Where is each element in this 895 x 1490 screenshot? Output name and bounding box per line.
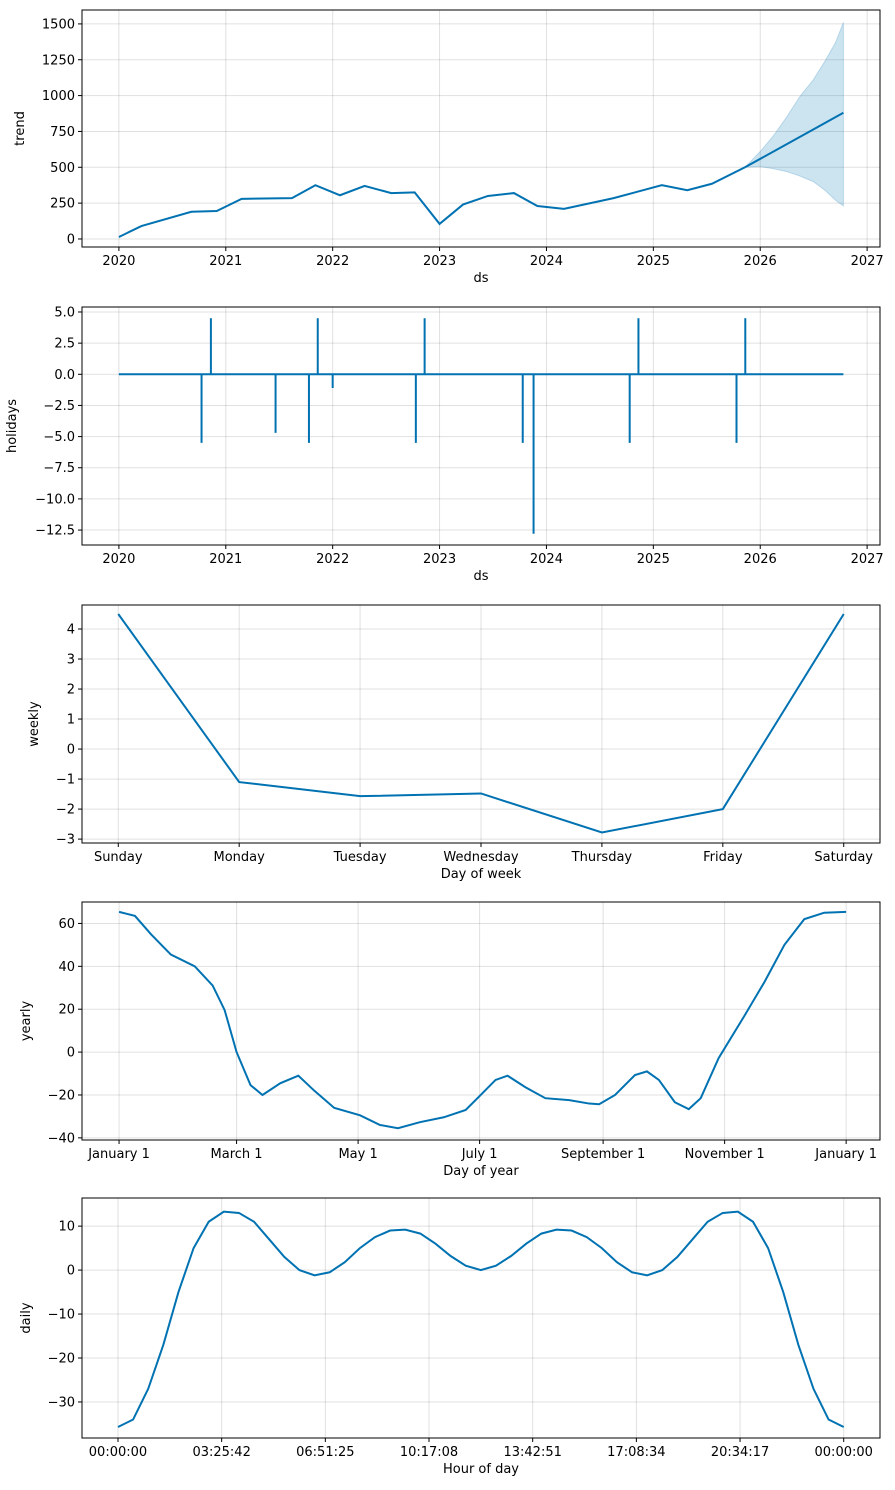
y-axis-label: holidays — [5, 399, 20, 453]
x-tick-label: 2022 — [316, 552, 349, 567]
x-tick-label: Thursday — [571, 850, 633, 865]
y-tick-label: 2.5 — [54, 337, 75, 352]
y-tick-label: −12.5 — [35, 524, 75, 539]
x-tick-label: 03:25:42 — [192, 1445, 250, 1460]
x-tick-label: 2024 — [530, 552, 563, 567]
x-tick-label: 13:42:51 — [503, 1445, 561, 1460]
x-tick-label: September 1 — [561, 1147, 645, 1162]
y-tick-label: 0.0 — [54, 368, 75, 383]
x-tick-label: Monday — [214, 850, 266, 865]
y-tick-label: 60 — [58, 917, 75, 932]
axes-frame — [81, 9, 881, 248]
x-tick-label: May 1 — [338, 1147, 377, 1162]
x-tick-label: 00:00:00 — [815, 1445, 873, 1460]
y-axis-label: trend — [13, 111, 28, 146]
y-tick-label: −2.5 — [43, 399, 75, 414]
axes-frame — [81, 306, 881, 546]
y-tick-label: −40 — [48, 1131, 75, 1146]
y-tick-label: −7.5 — [43, 461, 75, 476]
x-tick-label: 2020 — [102, 254, 135, 269]
x-tick-label: 2021 — [209, 254, 242, 269]
y-tick-label: 750 — [50, 125, 75, 140]
x-tick-label: 2026 — [744, 254, 777, 269]
series-line-weekly — [117, 613, 845, 834]
y-tick-label: 0 — [67, 1046, 75, 1061]
x-axis-label: ds — [473, 569, 488, 584]
x-tick-label: March 1 — [211, 1147, 263, 1162]
y-tick-label: 1000 — [42, 89, 75, 104]
y-tick-label: 1500 — [42, 17, 75, 32]
y-tick-label: 0 — [67, 232, 75, 247]
y-tick-label: −2 — [56, 803, 75, 818]
y-tick-label: 0 — [67, 1264, 75, 1279]
x-tick-label: Sunday — [94, 850, 143, 865]
y-tick-label: 1 — [67, 713, 75, 728]
axes-frame — [81, 1197, 881, 1439]
y-tick-label: −30 — [48, 1395, 75, 1410]
x-tick-label: 2025 — [637, 254, 670, 269]
x-axis-label: Day of year — [443, 1164, 519, 1179]
y-axis-label: daily — [19, 1302, 34, 1333]
y-tick-label: −20 — [48, 1088, 75, 1103]
x-axis-label: Hour of day — [443, 1462, 519, 1477]
y-axis-label: yearly — [19, 1001, 34, 1042]
x-tick-label: 2022 — [316, 254, 349, 269]
y-tick-label: 20 — [58, 1003, 75, 1018]
y-tick-label: 500 — [50, 161, 75, 176]
series-line-trend — [118, 111, 844, 238]
y-tick-label: −5.0 — [43, 430, 75, 445]
chart-panel-daily: 00:00:00 03:25:42 06:51:25 10:17:08 13:42:51… — [19, 1197, 881, 1477]
axes-frame — [81, 901, 881, 1141]
y-tick-label: −10.0 — [35, 492, 75, 507]
series-line-daily — [117, 1210, 845, 1428]
y-tick-label: 10 — [58, 1220, 75, 1235]
x-tick-label: 00:00:00 — [89, 1445, 147, 1460]
chart-panel-holidays: 2020 2021 2022 2023 2024 2025 2026 2027 5.0 2.5 0.… — [5, 305, 884, 584]
y-tick-label: 1250 — [42, 53, 75, 68]
x-tick-label: Tuesday — [333, 850, 387, 865]
y-tick-label: −3 — [56, 833, 75, 848]
x-tick-label: 2024 — [530, 254, 563, 269]
x-tick-label: July 1 — [461, 1147, 498, 1162]
x-axis-label: Day of week — [441, 867, 522, 882]
x-tick-label: 2026 — [744, 552, 777, 567]
y-tick-label: −10 — [48, 1308, 75, 1323]
chart-panel-weekly: Sunday Monday Tuesday Wednesday Thursday Frid… — [27, 604, 881, 882]
y-axis-label: weekly — [27, 701, 42, 747]
y-tick-label: 4 — [67, 623, 75, 638]
x-tick-label: Saturday — [814, 850, 873, 865]
x-tick-label: Wednesday — [443, 850, 519, 865]
x-tick-label: 2020 — [102, 552, 135, 567]
chart-panel-trend: 2020 2021 2022 2023 2024 2025 2026 2027 0 250 500 7… — [13, 9, 884, 286]
x-axis-label: ds — [473, 271, 488, 286]
uncertainty-band — [743, 22, 844, 207]
x-tick-label: Friday — [703, 850, 743, 865]
y-tick-label: 2 — [67, 683, 75, 698]
chart-panel-yearly: January 1 March 1 May 1 July 1 September 1 No… — [19, 901, 881, 1179]
x-tick-label: 10:17:08 — [400, 1445, 458, 1460]
y-tick-label: −20 — [48, 1352, 75, 1367]
x-tick-label: 20:34:17 — [711, 1445, 769, 1460]
y-tick-label: 40 — [58, 960, 75, 975]
x-tick-label: 17:08:34 — [607, 1445, 665, 1460]
x-tick-label: 2021 — [209, 552, 242, 567]
y-tick-label: −1 — [56, 773, 75, 788]
x-tick-label: 2023 — [423, 552, 456, 567]
x-tick-label: 2027 — [851, 254, 884, 269]
x-tick-label: 2025 — [637, 552, 670, 567]
x-tick-label: 2027 — [851, 552, 884, 567]
y-tick-label: 0 — [67, 743, 75, 758]
y-tick-label: 250 — [50, 197, 75, 212]
x-tick-label: January 1 — [814, 1147, 877, 1162]
x-tick-label: 2023 — [423, 254, 456, 269]
y-tick-label: 3 — [67, 653, 75, 668]
x-tick-label: January 1 — [87, 1147, 150, 1162]
x-tick-label: 06:51:25 — [296, 1445, 354, 1460]
series-line-yearly — [118, 910, 847, 1130]
x-tick-label: November 1 — [685, 1147, 765, 1162]
y-tick-label: 5.0 — [54, 305, 75, 320]
